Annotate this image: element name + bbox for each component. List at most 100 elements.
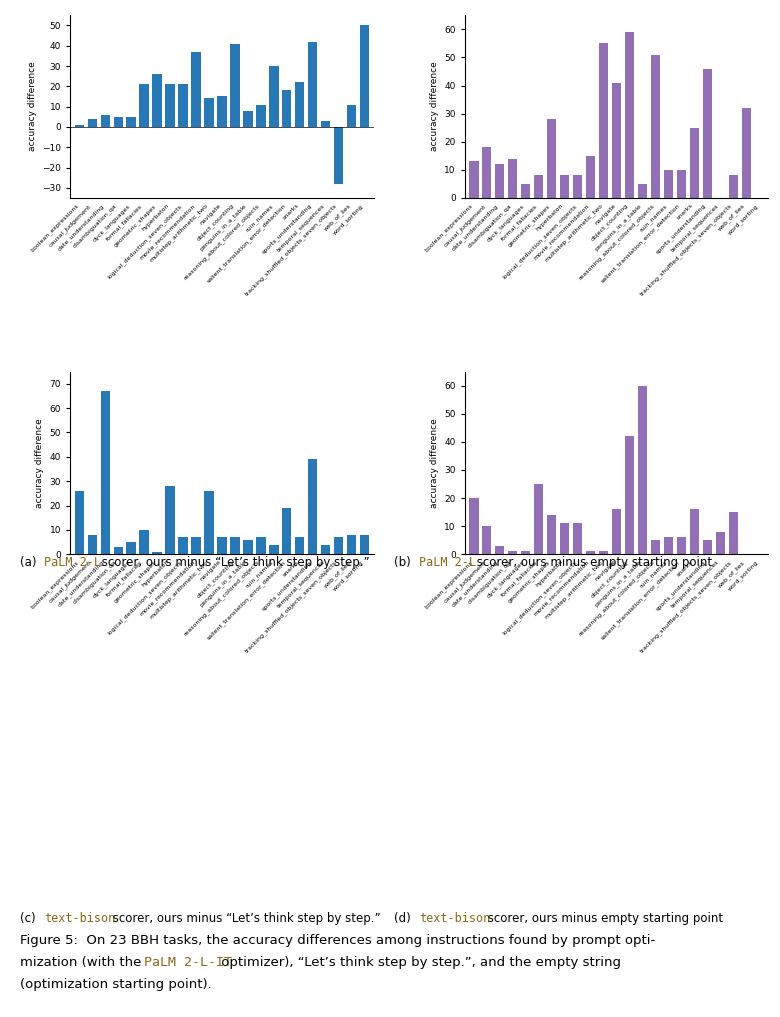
Bar xyxy=(140,530,149,554)
Y-axis label: accuracy difference: accuracy difference xyxy=(27,62,37,152)
Bar xyxy=(508,551,517,554)
Bar xyxy=(321,544,331,554)
Bar xyxy=(321,121,331,127)
Bar xyxy=(703,69,712,198)
Bar xyxy=(534,484,544,554)
Bar xyxy=(664,170,673,198)
Bar xyxy=(677,537,686,554)
Bar xyxy=(612,82,621,198)
Bar xyxy=(482,526,491,554)
Bar xyxy=(664,537,673,554)
Bar xyxy=(191,537,200,554)
Text: scorer, ours minus “Let’s think step by step.”: scorer, ours minus “Let’s think step by … xyxy=(109,912,381,925)
Y-axis label: accuracy difference: accuracy difference xyxy=(35,418,44,507)
Text: (d): (d) xyxy=(394,912,414,925)
Bar xyxy=(243,540,253,554)
Bar xyxy=(742,108,751,198)
Bar xyxy=(625,33,634,198)
Bar xyxy=(126,542,136,554)
Bar xyxy=(269,66,278,127)
Text: scorer, ours minus empty starting point: scorer, ours minus empty starting point xyxy=(473,556,713,570)
Bar xyxy=(599,551,608,554)
Bar xyxy=(282,91,292,127)
Bar xyxy=(152,74,161,127)
Bar xyxy=(282,507,292,554)
Bar xyxy=(547,515,556,554)
Text: scorer, ours minus empty starting point: scorer, ours minus empty starting point xyxy=(484,912,723,925)
Bar xyxy=(334,537,343,554)
Bar xyxy=(347,535,356,554)
Text: PaLM 2-L-IT: PaLM 2-L-IT xyxy=(144,956,232,969)
Bar xyxy=(560,176,569,198)
Bar xyxy=(347,105,356,127)
Y-axis label: accuracy difference: accuracy difference xyxy=(430,62,438,152)
Bar xyxy=(256,105,265,127)
Bar xyxy=(360,535,369,554)
Bar xyxy=(470,162,478,198)
Bar xyxy=(690,128,699,198)
Bar xyxy=(534,176,544,198)
Bar xyxy=(521,551,530,554)
Bar xyxy=(651,55,660,198)
Text: PaLM 2-L: PaLM 2-L xyxy=(44,556,101,570)
Bar xyxy=(308,42,317,127)
Bar xyxy=(573,524,583,554)
Bar xyxy=(218,97,227,127)
Text: scorer, ours minus “Let’s think step by step.”: scorer, ours minus “Let’s think step by … xyxy=(98,556,370,570)
Bar xyxy=(75,125,84,127)
Bar xyxy=(729,513,738,554)
Bar xyxy=(256,537,265,554)
Text: (c): (c) xyxy=(20,912,39,925)
Bar xyxy=(599,44,608,198)
Bar xyxy=(651,540,660,554)
Y-axis label: accuracy difference: accuracy difference xyxy=(430,418,438,507)
Bar xyxy=(334,127,343,184)
Text: text-bison: text-bison xyxy=(44,912,115,925)
Bar xyxy=(547,119,556,198)
Bar xyxy=(152,552,161,554)
Bar xyxy=(179,84,188,127)
Bar xyxy=(295,82,304,127)
Bar xyxy=(677,170,686,198)
Text: PaLM 2-L: PaLM 2-L xyxy=(419,556,476,570)
Bar xyxy=(638,385,647,554)
Text: (optimization starting point).: (optimization starting point). xyxy=(20,978,211,992)
Bar xyxy=(470,498,478,554)
Bar xyxy=(269,544,278,554)
Bar xyxy=(715,532,725,554)
Bar xyxy=(495,546,505,554)
Bar xyxy=(230,44,239,127)
Bar xyxy=(87,119,97,127)
Text: (a): (a) xyxy=(20,556,40,570)
Bar xyxy=(573,176,583,198)
Bar xyxy=(360,25,369,127)
Bar xyxy=(638,184,647,198)
Bar xyxy=(521,184,530,198)
Bar xyxy=(75,491,84,554)
Bar xyxy=(87,535,97,554)
Bar xyxy=(612,510,621,554)
Text: mization (with the: mization (with the xyxy=(20,956,145,969)
Bar xyxy=(114,547,123,554)
Text: Figure 5:  On 23 BBH tasks, the accuracy differences among instructions found by: Figure 5: On 23 BBH tasks, the accuracy … xyxy=(20,934,654,947)
Bar xyxy=(101,392,110,554)
Bar xyxy=(729,176,738,198)
Bar xyxy=(165,84,175,127)
Bar xyxy=(204,99,214,127)
Bar xyxy=(560,524,569,554)
Bar xyxy=(230,537,239,554)
Bar xyxy=(295,537,304,554)
Bar xyxy=(482,147,491,198)
Text: optimizer), “Let’s think step by step.”, and the empty string: optimizer), “Let’s think step by step.”,… xyxy=(217,956,621,969)
Bar xyxy=(495,164,505,198)
Bar xyxy=(126,117,136,127)
Bar xyxy=(703,540,712,554)
Bar xyxy=(204,491,214,554)
Bar xyxy=(191,52,200,127)
Bar xyxy=(140,84,149,127)
Bar xyxy=(508,159,517,198)
Text: text-bison: text-bison xyxy=(419,912,490,925)
Bar xyxy=(690,510,699,554)
Bar xyxy=(586,551,595,554)
Bar xyxy=(218,537,227,554)
